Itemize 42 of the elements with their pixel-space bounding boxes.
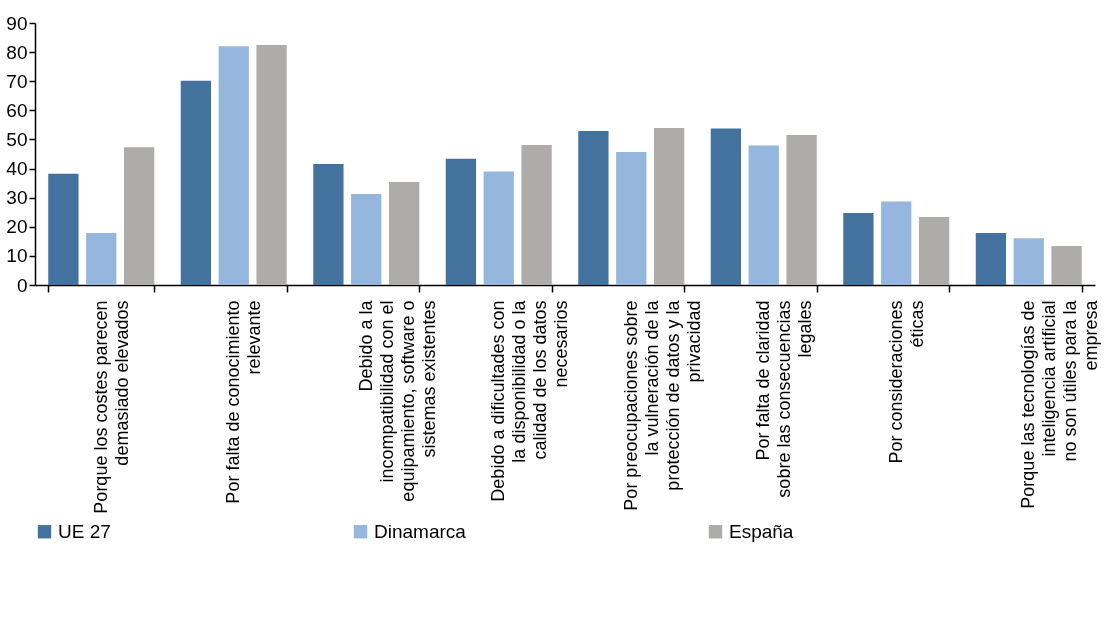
y-tick-label: 0 [16, 274, 28, 296]
bar [786, 135, 817, 285]
y-tick-label: 60 [6, 99, 28, 121]
bar [86, 232, 117, 285]
x-tick-label: Por falta de conocimiento relevante [223, 300, 265, 504]
bar [388, 181, 420, 285]
legend-label: España [729, 520, 794, 542]
y-tick-label: 90 [6, 12, 28, 34]
bar [578, 131, 609, 285]
bar [313, 163, 344, 285]
bar [843, 213, 874, 285]
legend-label: UE 27 [58, 520, 111, 542]
y-tick-label: 10 [6, 245, 28, 267]
bar [351, 193, 382, 285]
y-tick-label: 50 [6, 128, 28, 150]
bar [521, 144, 552, 285]
bar [616, 151, 647, 285]
x-tick-label: Porque los costes parecen demasiado elevados [90, 300, 132, 514]
bar [975, 232, 1007, 285]
bar [256, 45, 287, 285]
y-tick-label: 70 [6, 70, 28, 92]
bar [1013, 238, 1044, 285]
y-tick-label: 80 [6, 41, 28, 63]
x-tick-label: Por falta de claridad sobre las consecuencias legales [753, 300, 816, 498]
bar [881, 201, 912, 285]
bar [180, 80, 212, 285]
bar [483, 171, 514, 285]
y-tick-label: 20 [6, 216, 28, 238]
x-tick-label: Por consideraciones éticas [885, 300, 927, 464]
bar [218, 46, 249, 285]
legend-label: Dinamarca [374, 520, 467, 542]
y-tick-label: 30 [6, 187, 28, 209]
bar [123, 147, 155, 285]
bar [1051, 245, 1082, 285]
y-tick-label: 40 [6, 158, 28, 180]
bar [710, 128, 742, 285]
x-tick-label: Porque las tecnologías de inteligencia artificial no son útiles para la empresa [1018, 299, 1102, 509]
bar [48, 173, 79, 285]
bar [918, 216, 950, 285]
bar [445, 158, 477, 285]
bar [653, 128, 685, 285]
bar [748, 145, 779, 285]
